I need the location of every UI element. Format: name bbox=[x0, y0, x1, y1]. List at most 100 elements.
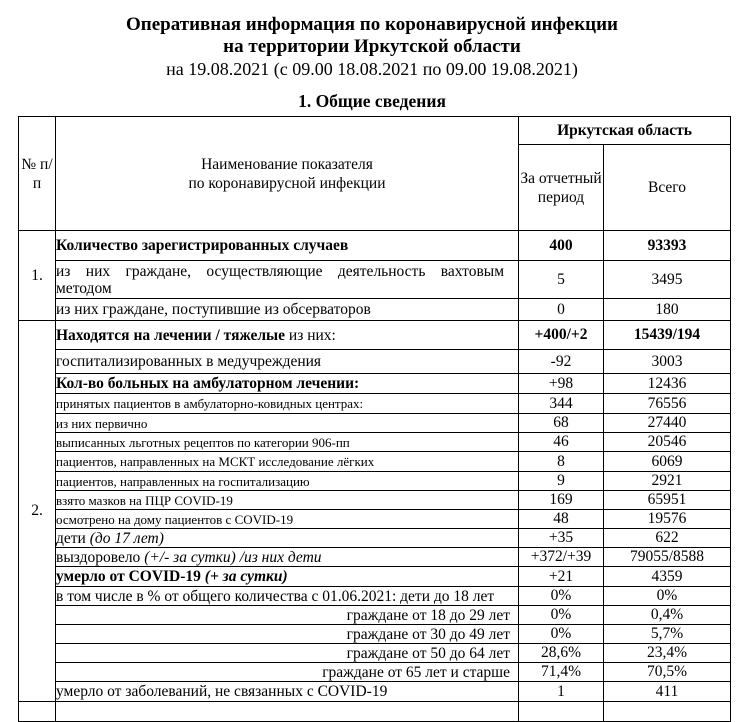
table-row: принятых пациентов в амбулаторно-ковидны… bbox=[19, 393, 731, 414]
indicator-label-bold-italic: (+ за сутки) bbox=[204, 568, 288, 585]
total-value-cell: 3003 bbox=[603, 349, 731, 374]
total-value-cell: 411 bbox=[603, 681, 731, 702]
col-header-num: № п/п bbox=[18, 116, 56, 231]
table-row: выписанных льготных рецептов по категори… bbox=[19, 432, 731, 452]
indicator-cell: взято мазков на ПЦР COVID-19 bbox=[55, 490, 519, 510]
table-row: граждане от 30 до 49 лет 0% 5,7% bbox=[19, 624, 731, 644]
total-value-cell: 0,4% bbox=[603, 605, 731, 625]
general-info-table: № п/п Наименование показателя по коронав… bbox=[18, 116, 731, 722]
period-value-cell: 68 bbox=[518, 413, 604, 433]
col-header-indicator-line1: Наименование показателя bbox=[201, 155, 373, 173]
period-value-cell: 169 bbox=[518, 490, 604, 510]
table-row: из них граждане, осуществляющие деятельн… bbox=[19, 260, 731, 299]
indicator-cell: пациентов, направленных на госпитализаци… bbox=[55, 471, 519, 491]
table-row: граждане от 18 до 29 лет 0% 0,4% bbox=[19, 605, 731, 625]
indicator-cell: из них первично bbox=[55, 413, 519, 433]
period-value-cell: 28,6% bbox=[518, 643, 604, 663]
period-value-cell: +372/+39 bbox=[518, 547, 604, 567]
total-value-cell: 180 bbox=[603, 298, 731, 321]
table-row: умерло от заболеваний, не связанных с CO… bbox=[19, 681, 731, 702]
total-value-cell: 6069 bbox=[603, 451, 731, 472]
indicator-cell: из них граждане, поступившие из обсерват… bbox=[55, 298, 519, 321]
col-header-total: Всего bbox=[603, 144, 731, 231]
total-value-cell: 70,5% bbox=[603, 662, 731, 682]
total-value-cell: 0% bbox=[603, 586, 731, 606]
indicator-cell: пациентов, направленных на МСКТ исследов… bbox=[55, 451, 519, 472]
total-value-cell: 15439/194 bbox=[603, 320, 731, 350]
indicator-cell: в том числе в % от общего количества с 0… bbox=[55, 586, 519, 606]
total-value-cell: 93393 bbox=[603, 230, 731, 261]
period-value-cell: 1 bbox=[518, 681, 604, 702]
period-value-cell: 400 bbox=[518, 230, 604, 261]
indicator-cell: умерло от COVID-19 (+ за сутки) bbox=[55, 566, 519, 587]
section-number: 2. bbox=[18, 320, 56, 702]
table-row: пациентов, направленных на госпитализаци… bbox=[19, 471, 731, 491]
total-value-cell bbox=[603, 701, 731, 722]
period-value-cell bbox=[518, 701, 604, 722]
indicator-cell: Количество зарегистрированных случаев bbox=[55, 230, 519, 261]
period-value-cell: 46 bbox=[518, 432, 604, 452]
total-value-cell: 19576 bbox=[603, 509, 731, 529]
period-value-cell: +21 bbox=[518, 566, 604, 587]
title-line-1: Оперативная информация по коронавирусной… bbox=[126, 14, 618, 35]
title-line-2: на территории Иркутской области bbox=[223, 36, 521, 57]
period-value-cell: 0% bbox=[518, 624, 604, 644]
table-row: граждане от 50 до 64 лет 28,6% 23,4% bbox=[19, 643, 731, 663]
indicator-cell: граждане от 18 до 29 лет bbox=[55, 605, 519, 625]
indicator-label-rest: из них: bbox=[288, 326, 336, 344]
period-value-cell: -92 bbox=[518, 349, 604, 374]
section-number: 1. bbox=[18, 230, 56, 321]
col-header-period: За отчетный период bbox=[518, 144, 604, 231]
col-header-indicator: Наименование показателя по коронавирусно… bbox=[55, 116, 519, 231]
total-value-cell: 79055/8588 bbox=[603, 547, 731, 567]
section-heading: 1. Общие сведения bbox=[298, 91, 446, 111]
total-value-cell: 4359 bbox=[603, 566, 731, 587]
total-value-cell: 65951 bbox=[603, 490, 731, 510]
table-row-clipped bbox=[18, 701, 731, 722]
col-header-indicator-line2: по коронавирусной инфекции bbox=[188, 174, 386, 192]
indicator-label-italic: (+/- за сутки) /из них дети bbox=[144, 548, 322, 566]
table-row: в том числе в % от общего количества с 0… bbox=[19, 586, 731, 606]
indicator-cell: граждане от 30 до 49 лет bbox=[55, 624, 519, 644]
total-value-cell: 23,4% bbox=[603, 643, 731, 663]
table-row: пациентов, направленных на МСКТ исследов… bbox=[19, 451, 731, 472]
period-value-cell: 344 bbox=[518, 393, 604, 414]
indicator-cell: из них граждане, осуществляющие деятельн… bbox=[55, 260, 519, 299]
table-row: дети (до 17 лет) +35 622 bbox=[19, 528, 731, 548]
table-row: Кол-во больных на амбулаторном лечении: … bbox=[19, 373, 731, 394]
table-row: граждане от 65 лет и старше 71,4% 70,5% bbox=[19, 662, 731, 682]
indicator-cell: госпитализированных в медучреждения bbox=[55, 349, 519, 374]
total-value-cell: 12436 bbox=[603, 373, 731, 394]
table-row: умерло от COVID-19 (+ за сутки) +21 4359 bbox=[19, 566, 731, 587]
period-value-cell: 8 bbox=[518, 451, 604, 472]
total-value-cell: 20546 bbox=[603, 432, 731, 452]
total-value-cell: 27440 bbox=[603, 413, 731, 433]
period-value-cell: 5 bbox=[518, 260, 604, 299]
table-row: 1. Количество зарегистрированных случаев… bbox=[18, 230, 731, 321]
total-value-cell: 3495 bbox=[603, 260, 731, 299]
table-row: из них первично 68 27440 bbox=[19, 413, 731, 433]
period-value-cell: +98 bbox=[518, 373, 604, 394]
total-value-cell: 5,7% bbox=[603, 624, 731, 644]
period-value-cell: 71,4% bbox=[518, 662, 604, 682]
indicator-cell: принятых пациентов в амбулаторно-ковидны… bbox=[55, 393, 519, 414]
section-number bbox=[18, 701, 56, 722]
indicator-label-bold: умерло от COVID-19 bbox=[56, 568, 201, 585]
period-value-cell: 48 bbox=[518, 509, 604, 529]
indicator-label: дети bbox=[56, 529, 86, 547]
total-value-cell: 76556 bbox=[603, 393, 731, 414]
col-header-region: Иркутская область bbox=[518, 116, 731, 145]
indicator-cell: граждане от 65 лет и старше bbox=[55, 662, 519, 682]
period-value-cell: 9 bbox=[518, 471, 604, 491]
indicator-cell: выздоровело (+/- за сутки) /из них дети bbox=[55, 547, 519, 567]
period-value-cell: +400/+2 bbox=[518, 320, 604, 350]
title-date-line: на 19.08.2021 (с 09.00 18.08.2021 по 09.… bbox=[166, 59, 578, 79]
indicator-cell: Кол-во больных на амбулаторном лечении: bbox=[55, 373, 519, 394]
period-value-cell: +35 bbox=[518, 528, 604, 548]
period-value-cell: 0% bbox=[518, 586, 604, 606]
table-row: госпитализированных в медучреждения -92 … bbox=[19, 349, 731, 374]
indicator-label-bold: Находятся на лечении / тяжелые bbox=[56, 326, 286, 344]
indicator-cell: Находятся на лечении / тяжелые из них: bbox=[55, 320, 519, 350]
indicator-cell: граждане от 50 до 64 лет bbox=[55, 643, 519, 663]
